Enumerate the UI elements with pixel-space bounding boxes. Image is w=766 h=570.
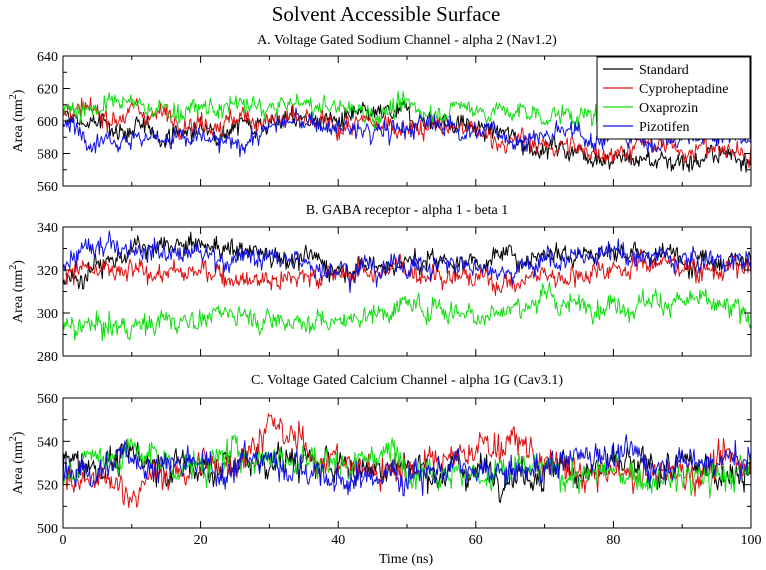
- x-tick-label: 40: [331, 533, 345, 548]
- panel-c: C. Voltage Gated Calcium Channel - alpha…: [8, 373, 762, 548]
- legend-label-cyproheptadine: Cyproheptadine: [639, 82, 728, 97]
- y-tick-label: 280: [37, 350, 58, 365]
- x-tick-label: 20: [194, 533, 208, 548]
- legend-label-oxaprozin: Oxaprozin: [639, 101, 698, 116]
- y-tick-label: 540: [37, 435, 58, 450]
- y-axis-label: Area (nm2): [8, 431, 26, 494]
- x-tick-label: 60: [469, 533, 483, 548]
- y-tick-label: 640: [37, 50, 58, 65]
- panel-title: A. Voltage Gated Sodium Channel - alpha …: [257, 33, 557, 48]
- y-tick-label: 580: [37, 148, 58, 163]
- series-line-pizotifen: [63, 434, 751, 497]
- x-tick-label: 80: [606, 533, 620, 548]
- x-axis-label: Time (ns): [379, 552, 434, 567]
- y-tick-label: 340: [37, 221, 58, 236]
- series-group: [63, 230, 751, 342]
- figure-title: Solvent Accessible Surface: [272, 2, 501, 26]
- x-tick-label: 100: [741, 533, 762, 548]
- y-tick-label: 300: [37, 307, 58, 322]
- y-tick-label: 560: [37, 392, 58, 407]
- panel-frame: [62, 226, 752, 357]
- series-line-cyproheptadine: [63, 96, 751, 169]
- y-axis-label: Area (nm2): [8, 89, 26, 152]
- panels-group: A. Voltage Gated Sodium Channel - alpha …: [8, 33, 762, 548]
- y-axis-label: Area (nm2): [8, 260, 26, 323]
- series-line-standard: [63, 231, 751, 290]
- series-line-standard: [63, 99, 751, 173]
- y-tick-label: 520: [37, 479, 58, 494]
- legend-label-standard: Standard: [639, 63, 689, 78]
- y-tick-label: 620: [37, 83, 58, 98]
- x-tick-label: 0: [60, 533, 67, 548]
- panel-b: B. GABA receptor - alpha 1 - beta 1 280 30…: [8, 203, 752, 365]
- y-tick-label: 560: [37, 180, 58, 195]
- legend-box: [596, 56, 751, 140]
- series-line-pizotifen: [63, 230, 751, 293]
- y-tick-label: 320: [37, 264, 58, 279]
- panel-title: B. GABA receptor - alpha 1 - beta 1: [306, 203, 509, 218]
- series-group: [63, 413, 751, 509]
- legend: Standard Cyproheptadine Oxaprozin Pizotifen: [596, 56, 751, 140]
- y-tick-label: 500: [37, 522, 58, 537]
- y-tick-label: 600: [37, 115, 58, 130]
- series-line-oxaprozin: [63, 281, 751, 342]
- panel-title: C. Voltage Gated Calcium Channel - alpha…: [251, 373, 563, 388]
- legend-label-pizotifen: Pizotifen: [639, 120, 690, 135]
